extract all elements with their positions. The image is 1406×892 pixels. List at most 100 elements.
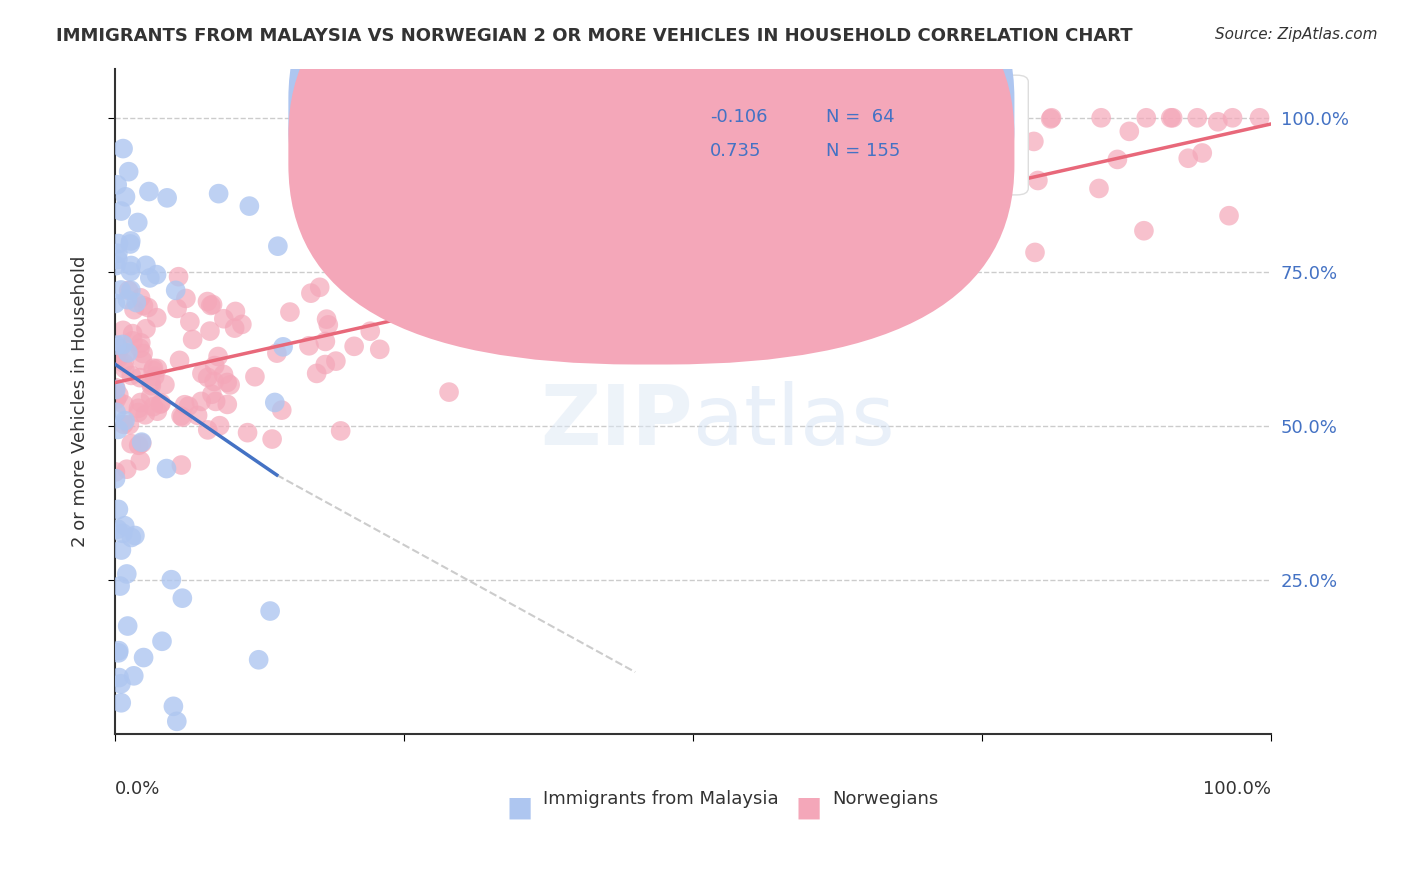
Point xyxy=(1088,181,1111,195)
Point xyxy=(299,286,322,301)
Point xyxy=(112,323,135,337)
Point xyxy=(110,283,132,297)
Point xyxy=(115,566,138,581)
Point xyxy=(172,410,194,425)
Point xyxy=(548,281,571,295)
Point xyxy=(129,395,152,409)
Point xyxy=(207,186,229,201)
Point xyxy=(433,303,456,318)
Point xyxy=(120,236,142,251)
Point xyxy=(1026,173,1049,187)
Point xyxy=(683,215,706,229)
Point xyxy=(172,591,194,606)
Point xyxy=(129,341,152,355)
Point xyxy=(138,185,160,199)
Text: Immigrants from Malaysia: Immigrants from Malaysia xyxy=(543,790,779,808)
Point xyxy=(149,397,172,411)
Text: R =  0.735    N = 155: R = 0.735 N = 155 xyxy=(652,142,846,160)
Point xyxy=(135,322,157,336)
Text: N =  64: N = 64 xyxy=(825,109,894,127)
Point xyxy=(685,219,707,234)
Point xyxy=(129,370,152,384)
Point xyxy=(120,368,142,383)
Text: Norwegians: Norwegians xyxy=(832,790,938,808)
Point xyxy=(204,359,226,373)
Point xyxy=(443,227,465,241)
Point xyxy=(142,400,165,414)
Point xyxy=(1024,245,1046,260)
Point xyxy=(139,390,162,404)
Point xyxy=(1218,209,1240,223)
Point xyxy=(298,339,321,353)
Point xyxy=(939,112,962,126)
Point xyxy=(1249,111,1271,125)
Text: IMMIGRANTS FROM MALAYSIA VS NORWEGIAN 2 OR MORE VEHICLES IN HOUSEHOLD CORRELATIO: IMMIGRANTS FROM MALAYSIA VS NORWEGIAN 2 … xyxy=(56,27,1133,45)
Point xyxy=(114,414,136,428)
Point xyxy=(179,315,201,329)
Point xyxy=(1222,111,1244,125)
Point xyxy=(110,204,132,219)
Point xyxy=(496,308,519,322)
Point xyxy=(122,302,145,317)
Point xyxy=(134,408,156,422)
Point xyxy=(166,714,188,729)
Point xyxy=(1090,111,1112,125)
Point xyxy=(1161,111,1184,125)
Point xyxy=(129,454,152,468)
Point xyxy=(120,531,142,545)
Point xyxy=(314,334,336,349)
Point xyxy=(107,422,129,436)
Point xyxy=(104,381,127,395)
Point xyxy=(212,311,235,326)
Point xyxy=(359,324,381,338)
Point xyxy=(167,269,190,284)
Point xyxy=(128,438,150,452)
Point xyxy=(1107,153,1129,167)
Point xyxy=(107,246,129,260)
Point xyxy=(243,369,266,384)
Point xyxy=(146,404,169,418)
Point xyxy=(111,337,134,351)
Point xyxy=(166,301,188,316)
Point xyxy=(169,353,191,368)
Point xyxy=(170,458,193,472)
Point xyxy=(104,296,127,310)
Point xyxy=(429,323,451,337)
Point xyxy=(231,318,253,332)
Point xyxy=(131,436,153,450)
Point xyxy=(131,353,153,368)
Point xyxy=(108,671,131,685)
Point xyxy=(107,646,129,660)
Point xyxy=(278,305,301,319)
Point xyxy=(1160,111,1182,125)
Point xyxy=(198,324,221,338)
Point xyxy=(224,304,246,318)
Point xyxy=(110,543,132,558)
Text: ■: ■ xyxy=(796,794,821,822)
Point xyxy=(127,405,149,419)
Point xyxy=(165,283,187,297)
Point xyxy=(139,376,162,390)
Point xyxy=(673,252,696,266)
Point xyxy=(325,354,347,368)
Point xyxy=(107,643,129,657)
Point xyxy=(108,579,131,593)
Point xyxy=(107,388,129,402)
Point xyxy=(197,294,219,309)
Point xyxy=(770,258,793,272)
Point xyxy=(191,367,214,381)
Point xyxy=(173,398,195,412)
Point xyxy=(495,278,517,293)
Text: ZIP: ZIP xyxy=(540,381,693,461)
Point xyxy=(910,111,932,125)
Point xyxy=(960,180,983,194)
Point xyxy=(437,385,460,400)
Point xyxy=(114,518,136,533)
Point xyxy=(114,190,136,204)
Point xyxy=(177,399,200,413)
Point xyxy=(104,383,127,397)
Point xyxy=(129,291,152,305)
Point xyxy=(314,358,336,372)
Point xyxy=(444,319,467,334)
Point xyxy=(112,417,135,432)
